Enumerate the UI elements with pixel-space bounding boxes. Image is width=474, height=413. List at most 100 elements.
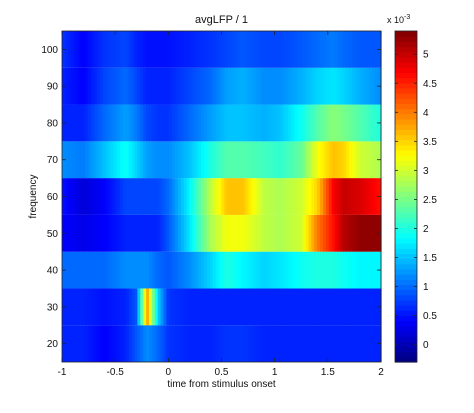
heatmap-cell (99, 178, 104, 215)
heatmap-cell (137, 288, 141, 326)
y-axis: 20 30 40 50 60 70 80 90 100 (41, 45, 381, 350)
colorbar-segment (395, 41, 417, 48)
heatmap-cell (105, 325, 109, 362)
heatmap-cell (207, 141, 211, 179)
heatmap-cell (320, 178, 324, 215)
heatmap-cell (340, 288, 344, 326)
colorbar-segment (395, 186, 417, 192)
heatmap-cell (125, 67, 130, 105)
heatmap-cell (151, 251, 156, 289)
heatmap-cell (212, 251, 217, 289)
heatmap-cell (128, 214, 133, 252)
heatmap-cell (146, 141, 150, 179)
heatmap-cell (102, 178, 107, 215)
heatmap-cell (149, 288, 153, 326)
heatmap-cell (259, 141, 263, 179)
heatmap-cell (82, 67, 86, 105)
heatmap-cell (340, 325, 344, 362)
heatmap-cell (247, 104, 252, 142)
heatmap-cell (221, 141, 225, 179)
heatmap-cell (279, 104, 283, 142)
heatmap-cell (108, 178, 112, 215)
heatmap-cell (207, 251, 211, 289)
heatmap-cell (120, 325, 124, 362)
heatmap-cell (349, 325, 353, 362)
heatmap-cell (201, 325, 205, 362)
heatmap-cell (70, 31, 75, 68)
heatmap-cell (128, 325, 133, 362)
heatmap-cell (96, 178, 101, 215)
heatmap-cell (317, 178, 321, 215)
heatmap-cell (215, 214, 220, 252)
heatmap-cell (70, 141, 75, 179)
heatmap-cell (325, 288, 330, 326)
colorbar-segment (395, 222, 417, 229)
heatmap-cell (238, 67, 243, 105)
heatmap-cell (79, 67, 83, 105)
heatmap-cell (227, 288, 231, 326)
heatmap-cell (375, 141, 379, 179)
heatmap-cell (93, 141, 98, 179)
heatmap-cell (108, 325, 112, 362)
heatmap-cell (305, 141, 310, 179)
heatmap-cell (227, 214, 231, 252)
heatmap-cell (93, 31, 98, 68)
heatmap-cell (111, 141, 115, 179)
heatmap-cell (186, 178, 191, 215)
heatmap-cell (88, 251, 92, 289)
heatmap-cell (67, 67, 72, 105)
heatmap-cell (233, 214, 237, 252)
heatmap-cell (88, 67, 92, 105)
heatmap-cell (259, 31, 263, 68)
heatmap-cell (76, 67, 80, 105)
heatmap-cell (125, 214, 130, 252)
heatmap-cell (302, 288, 307, 326)
heatmap-cell (334, 214, 339, 252)
heatmap-cell (105, 104, 109, 142)
heatmap-cell (236, 31, 240, 68)
heatmap-cell (308, 214, 312, 252)
heatmap-cell (160, 31, 165, 68)
colorbar-exponent-label: x 10-3 (387, 14, 410, 25)
heatmap-cell (279, 214, 283, 252)
heatmap-cell (82, 214, 86, 252)
heatmap-cell (140, 141, 144, 179)
colorbar-tick-label: 4.5 (423, 79, 437, 90)
heatmap-cell (151, 141, 156, 179)
heatmap-cell (120, 288, 124, 326)
heatmap-cell (215, 67, 220, 105)
heatmap-cell (88, 325, 92, 362)
heatmap-cell (149, 251, 153, 289)
heatmap-cell (201, 141, 205, 179)
heatmap-cell (160, 288, 165, 326)
heatmap-cell (93, 104, 98, 142)
heatmap-cell (273, 178, 278, 215)
heatmap-cell (102, 31, 107, 68)
heatmap-cell (375, 214, 379, 252)
heatmap-cell (337, 214, 341, 252)
heatmap-cell (288, 214, 292, 252)
heatmap-cell (146, 104, 150, 142)
heatmap-cell (105, 141, 109, 179)
heatmap-cell (259, 251, 263, 289)
heatmap-cell (172, 141, 176, 179)
heatmap-cell (175, 214, 179, 252)
heatmap-cell (79, 251, 83, 289)
heatmap-cell (114, 67, 118, 105)
heatmap-cell (160, 141, 165, 179)
heatmap-cell (302, 104, 307, 142)
heatmap-cell (166, 67, 170, 105)
heatmap-cell (154, 325, 159, 362)
heatmap-cell (111, 104, 115, 142)
heatmap-cell (302, 31, 307, 68)
heatmap-cell (154, 141, 159, 179)
heatmap-cell (328, 325, 333, 362)
heatmap-cell (320, 67, 324, 105)
heatmap-cell (238, 288, 243, 326)
heatmap-cell (262, 325, 266, 362)
heatmap-cell (354, 288, 359, 326)
heatmap-cell (308, 31, 312, 68)
heatmap-cell (363, 251, 368, 289)
heatmap-cell (85, 325, 89, 362)
heatmap-cell (140, 31, 144, 68)
